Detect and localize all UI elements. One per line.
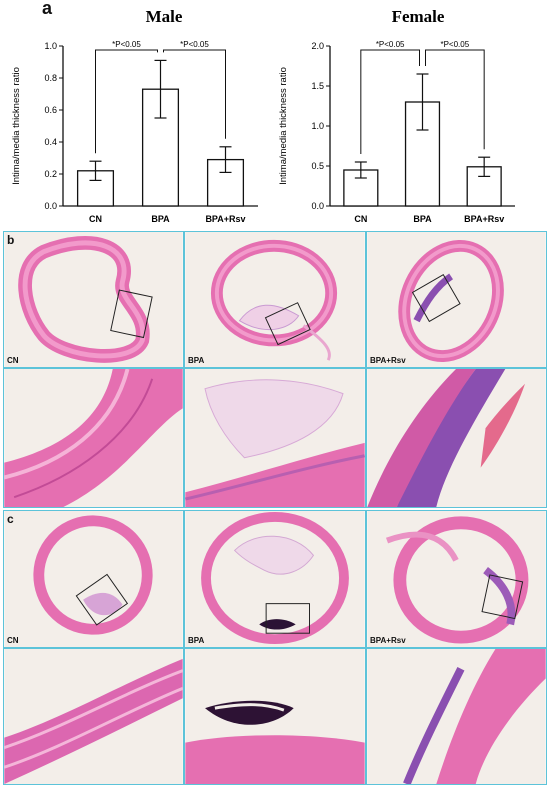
significance-bracket [360,49,420,154]
y-tick-label: 0.6 [44,105,57,115]
chart-title: Male [146,7,183,26]
y-tick-label: 0.2 [44,169,57,179]
tile-label-bparsv: BPA+Rsv [370,356,406,365]
panel-label-b: b [7,233,15,247]
y-tick-label: 0.5 [311,161,324,171]
micrograph-c-bparsv-overview: BPA+Rsv [366,510,547,648]
tile-label-bpa: BPA [188,356,205,365]
x-tick-label: CN [354,214,367,224]
y-tick-label: 0.0 [311,201,324,211]
tile-label-cn: CN [7,636,19,645]
x-tick-label: BPA [151,214,170,224]
x-tick-label: BPA+Rsv [205,214,245,224]
micrograph-b-bpa-overview: BPA [184,231,366,368]
micrograph-b-bparsv-overview: BPA+Rsv [366,231,547,368]
artery-wall-zoom-image [185,369,365,507]
artery-wall-zoom-image [367,649,546,784]
artery-wall-zoom-image [4,369,183,507]
y-tick-label: 1.0 [44,41,57,51]
micrograph-c-cn-zoom [3,648,184,785]
significance-label: *P<0.05 [440,40,469,49]
artery-wall-zoom-image [185,649,365,784]
y-tick-label: 0.4 [44,137,57,147]
y-tick-label: 1.5 [311,81,324,91]
significance-label: *P<0.05 [376,40,405,49]
tile-label-bparsv: BPA+Rsv [370,636,406,645]
micrograph-c-bpa-overview: BPA [184,510,366,648]
y-tick-label: 0.8 [44,73,57,83]
male-bar-chart: Male Intima/media thickness ratio 0.0 0.2 0.… [11,7,258,224]
significance-bracket [425,49,485,150]
micrograph-c-bpa-zoom [184,648,366,785]
y-axis-label: Intima/media thickness ratio [278,67,289,185]
micrograph-b-bpa-zoom [184,368,366,508]
chart-title: Female [392,7,445,26]
tile-label-cn: CN [7,356,19,365]
artery-cross-section-image [367,511,546,647]
artery-cross-section-image [185,232,365,367]
significance-bracket [95,49,158,154]
micrograph-b-bparsv-zoom [366,368,547,508]
significance-label: *P<0.05 [180,40,209,49]
artery-cross-section-image [4,511,183,647]
tile-label-bpa: BPA [188,636,205,645]
female-bar-chart: Female Intima/media thickness ratio 0.0 0.5… [278,7,515,224]
micrograph-b-cn-zoom [3,368,184,508]
bar [466,166,502,207]
x-tick-label: CN [89,214,102,224]
x-tick-label: BPA+Rsv [464,214,504,224]
x-tick-label: BPA [413,214,432,224]
artery-wall-zoom-image [367,369,546,507]
panel-label-c: c [7,512,14,526]
artery-cross-section-image [185,511,365,647]
panel-label-a: a [42,0,53,18]
significance-label: *P<0.05 [112,40,141,49]
micrograph-c-cn-overview: CN [3,510,184,648]
y-axis-label: Intima/media thickness ratio [11,67,22,185]
y-tick-label: 1.0 [311,121,324,131]
artery-wall-zoom-image [4,649,183,784]
y-tick-label: 2.0 [311,41,324,51]
artery-cross-section-image [367,232,546,367]
micrograph-b-cn-overview: CN [3,231,184,368]
artery-cross-section-image [4,232,183,367]
significance-bracket [163,49,226,139]
micrograph-c-bparsv-zoom [366,648,547,785]
y-tick-label: 0.0 [44,201,57,211]
